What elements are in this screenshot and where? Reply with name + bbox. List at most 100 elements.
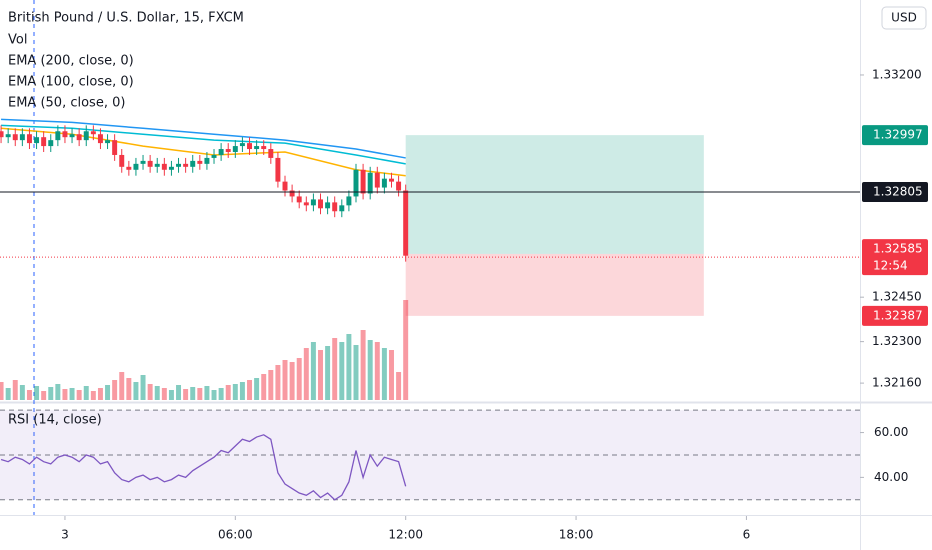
volume-bar xyxy=(310,342,316,400)
volume-bar xyxy=(97,388,103,400)
legend-vol: Vol xyxy=(8,33,27,48)
candle-body xyxy=(126,166,132,170)
volume-bar xyxy=(218,388,224,400)
volume-bar xyxy=(197,388,203,400)
y-tick-label: 1.33200 xyxy=(872,67,922,81)
volume-bar xyxy=(161,388,167,400)
volume-bar xyxy=(374,342,380,400)
volume-bar xyxy=(289,362,295,400)
countdown-label: 12:54 xyxy=(873,259,908,273)
candle-body xyxy=(48,140,54,147)
candle-body xyxy=(183,163,189,167)
y-tick-label: 40.00 xyxy=(874,470,908,484)
candle-body xyxy=(204,157,210,164)
volume-bar xyxy=(254,378,260,400)
candle-body xyxy=(140,160,146,164)
candle-body xyxy=(374,172,380,188)
price-tag xyxy=(862,182,928,202)
x-tick-label: 6 xyxy=(743,528,751,542)
x-tick-label: 06:00 xyxy=(218,528,253,542)
price-tag xyxy=(862,239,928,276)
volume-bar xyxy=(112,380,118,400)
volume-bar xyxy=(90,391,96,400)
volume-bar xyxy=(5,388,11,400)
volume-bar xyxy=(396,372,402,400)
volume-bar xyxy=(332,338,338,400)
candle-body xyxy=(119,154,125,167)
candle-body xyxy=(176,163,182,167)
candle-body xyxy=(346,196,352,206)
candle-body xyxy=(190,160,196,167)
candle-body xyxy=(34,137,40,144)
x-tick-label: 12:00 xyxy=(388,528,423,542)
legend-ema: EMA (50, close, 0) xyxy=(8,96,125,111)
volume-bar xyxy=(346,334,352,400)
y-tick-label: 1.32300 xyxy=(872,334,922,348)
candle-body xyxy=(211,154,217,158)
volume-bar xyxy=(268,370,274,400)
candle-body xyxy=(55,131,61,141)
price-tag-label: 1.32387 xyxy=(873,308,923,322)
candle-body xyxy=(389,178,394,182)
candle-body xyxy=(254,146,260,150)
candle-body xyxy=(396,181,402,191)
candle-body xyxy=(26,134,32,144)
volume-bar xyxy=(119,372,125,400)
volume-bar xyxy=(225,385,231,400)
candle-body xyxy=(303,202,309,206)
candle-body xyxy=(90,131,96,135)
candle-body xyxy=(381,178,387,188)
candle-body xyxy=(218,149,224,155)
price-tag xyxy=(862,125,928,146)
volume-bar xyxy=(12,380,18,400)
candle-body xyxy=(19,134,25,141)
volume-bar xyxy=(190,387,196,400)
candle-body xyxy=(105,140,111,144)
volume-bar xyxy=(360,330,366,400)
volume-bar xyxy=(154,386,160,400)
volume-bar xyxy=(339,342,345,400)
price-tag-label: 1.32585 xyxy=(873,242,923,256)
volume-bar xyxy=(381,348,387,400)
volume-bar xyxy=(325,346,331,400)
symbol-title: British Pound / U.S. Dollar, 15, FXCM xyxy=(8,11,244,26)
rsi-band xyxy=(0,410,860,500)
legend-ema: EMA (200, close, 0) xyxy=(8,54,134,69)
volume-bar xyxy=(389,350,394,400)
x-tick-label: 18:00 xyxy=(559,528,594,542)
rsi-line xyxy=(0,434,407,501)
volume-bar xyxy=(303,348,309,400)
candle-body xyxy=(133,163,139,170)
candle-body xyxy=(282,181,288,191)
x-tick-label: 3 xyxy=(61,528,69,542)
volume-bar xyxy=(34,386,40,400)
volume-bar xyxy=(105,385,111,400)
candle-body xyxy=(76,134,82,141)
candle-body xyxy=(168,166,174,170)
legend-ema: EMA (100, close, 0) xyxy=(8,75,134,90)
profit-zone xyxy=(405,135,704,254)
candle-body xyxy=(275,157,281,182)
currency-label[interactable]: USD xyxy=(891,11,917,25)
volume-bar xyxy=(403,300,409,400)
volume-bar xyxy=(239,382,245,400)
candle-body xyxy=(360,169,366,194)
loss-zone xyxy=(405,253,704,316)
volume-bar xyxy=(318,350,323,400)
candle-body xyxy=(289,190,295,197)
volume-bar xyxy=(183,389,189,400)
volume-bar xyxy=(282,360,288,400)
candle-body xyxy=(225,149,231,152)
price-tag xyxy=(862,305,928,326)
volume-bar xyxy=(367,340,373,400)
volume-bar xyxy=(275,365,281,400)
volume-bar xyxy=(76,390,82,400)
volume-bar xyxy=(140,375,146,400)
volume-bar xyxy=(176,385,182,400)
price-tag-label: 1.32805 xyxy=(873,185,923,199)
y-tick-label: 1.32450 xyxy=(872,290,922,304)
candle-body xyxy=(318,199,323,209)
price-tag-label: 1.32997 xyxy=(873,128,923,142)
currency-button[interactable] xyxy=(881,6,927,30)
